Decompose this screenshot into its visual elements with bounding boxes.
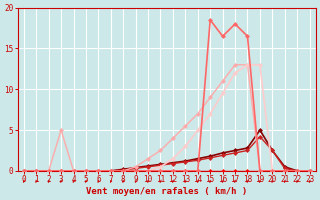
X-axis label: Vent moyen/en rafales ( km/h ): Vent moyen/en rafales ( km/h ) bbox=[86, 187, 247, 196]
